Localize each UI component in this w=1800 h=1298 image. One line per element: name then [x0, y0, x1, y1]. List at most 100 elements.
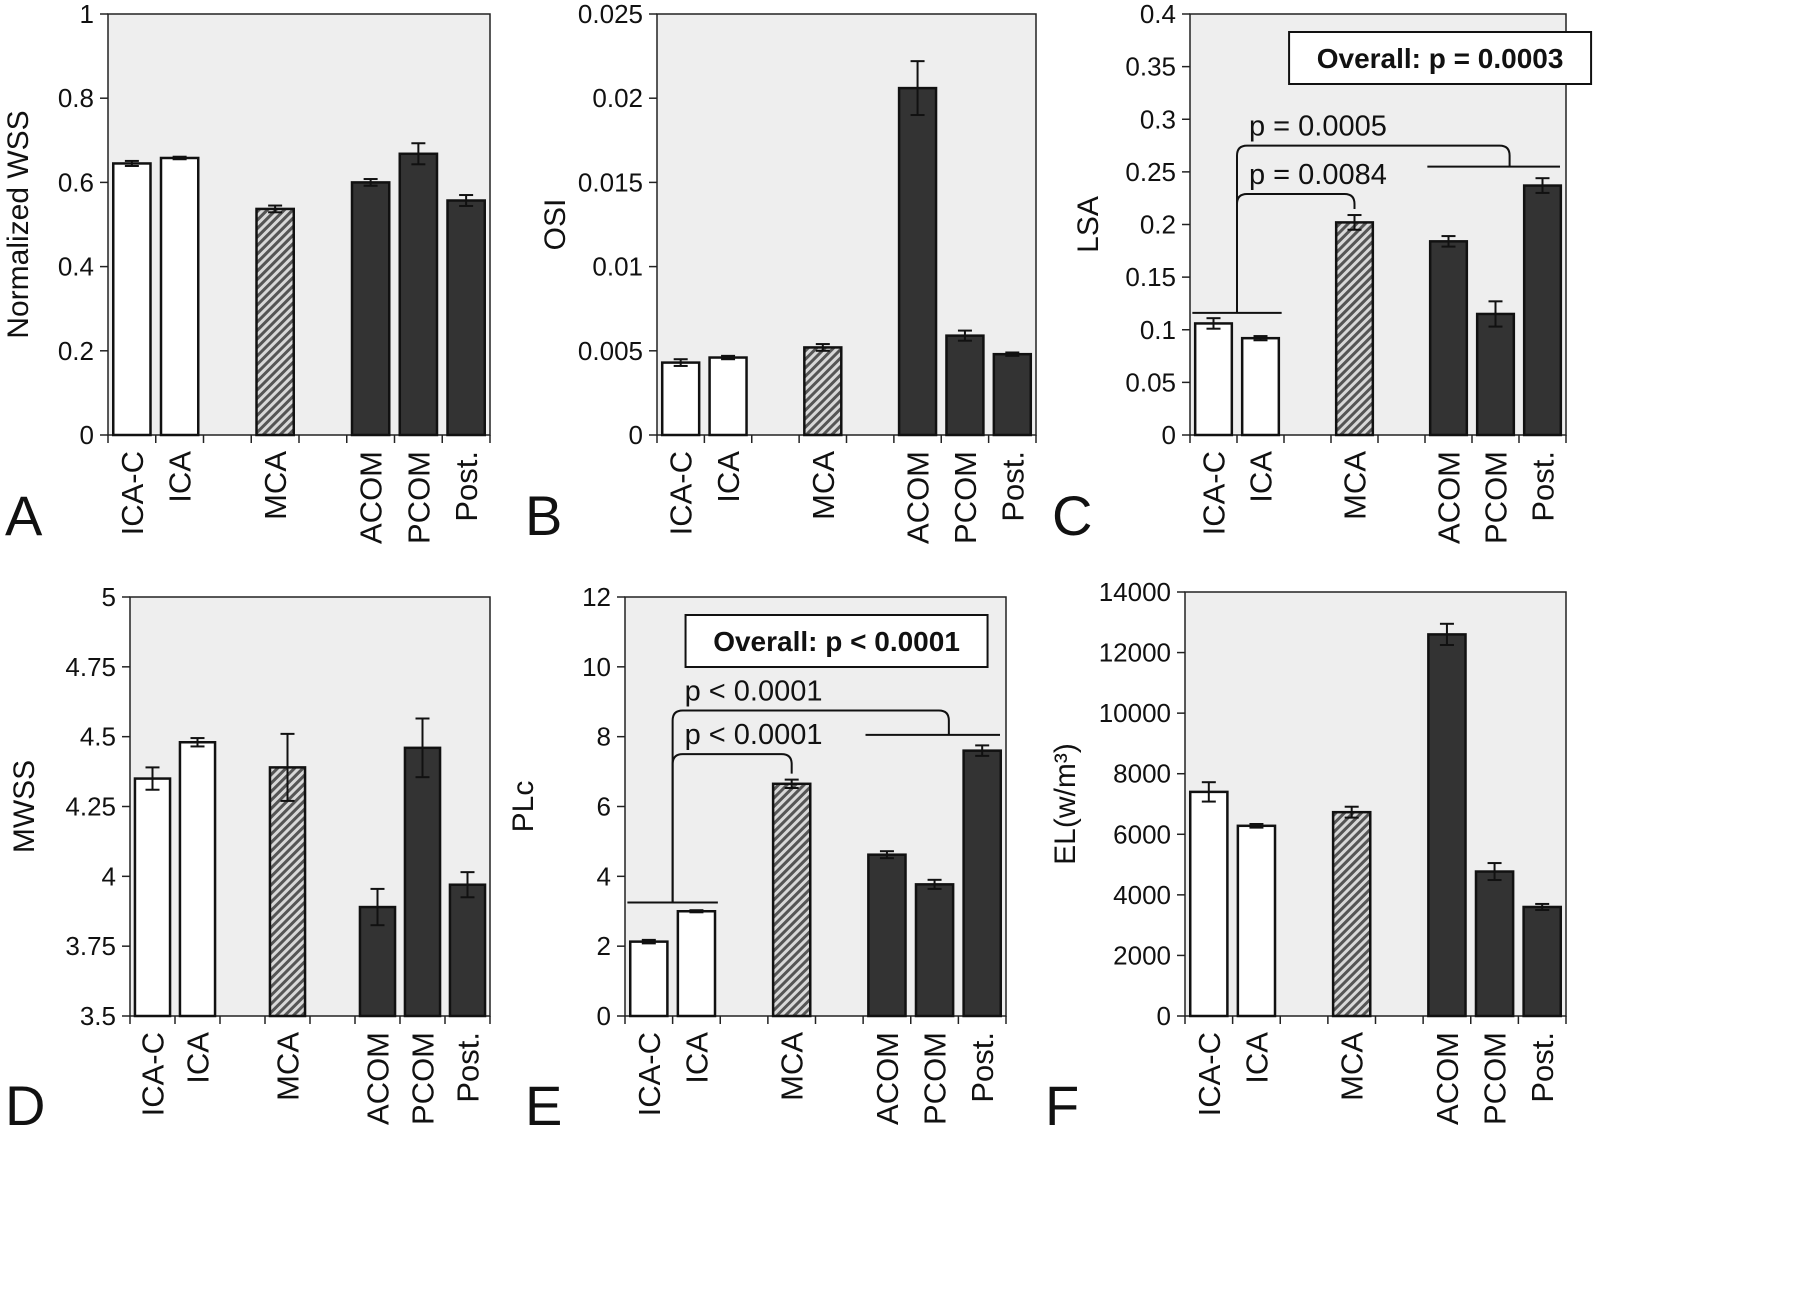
y-axis-label: OSI — [539, 199, 572, 251]
y-tick-label: 0 — [80, 420, 94, 450]
y-tick-label: 4.5 — [80, 722, 116, 752]
bar-ica[interactable] — [676, 910, 717, 1018]
y-axis-label: MWSS — [8, 760, 41, 853]
chart-panel-f: 0 2000 4000 6000 8000 10000 12000 14000 EL(w/m³)… — [1045, 577, 1567, 1137]
bar-post[interactable] — [962, 749, 1003, 1018]
bar-ica[interactable] — [1240, 336, 1281, 437]
panel-letter: E — [525, 1074, 562, 1137]
bar-ica-c[interactable] — [133, 777, 172, 1018]
bar-pcom[interactable] — [945, 334, 985, 437]
bar-ica-c[interactable] — [1188, 790, 1229, 1018]
y-tick-label: 0.6 — [58, 167, 94, 197]
y-axis-label: EL(w/m³) — [1049, 743, 1082, 865]
bar-mca[interactable] — [255, 207, 295, 437]
bar-pcom[interactable] — [403, 746, 442, 1018]
x-category-label: ACOM — [361, 1032, 396, 1125]
x-category-label: ICA — [163, 451, 198, 503]
x-category-label: ICA — [711, 451, 746, 503]
panel-letter: D — [5, 1074, 45, 1137]
x-category-label: ACOM — [901, 451, 936, 544]
overall-p-box — [684, 614, 989, 668]
x-category-label: PCOM — [406, 1032, 441, 1125]
x-category-label: ICA — [1239, 1032, 1274, 1084]
x-category-label: MCA — [775, 1032, 810, 1101]
p-value-label: p = 0.0005 — [1249, 111, 1387, 143]
panel-letter: F — [1045, 1074, 1079, 1137]
bar-pcom[interactable] — [1474, 870, 1515, 1018]
bar-pcom[interactable] — [1475, 312, 1516, 437]
y-tick-label: 10 — [582, 652, 611, 682]
x-category-label: Post. — [451, 1032, 486, 1103]
significance-bracket — [671, 709, 950, 903]
bar-mca[interactable] — [803, 346, 843, 437]
y-tick-label: 3.75 — [65, 931, 116, 961]
x-category-label: ACOM — [354, 451, 389, 544]
y-tick-label: 12 — [582, 582, 611, 612]
y-tick-label: 6 — [597, 792, 611, 822]
bar-ica[interactable] — [159, 156, 200, 437]
chart-panel-c: 0 0.05 0.1 0.15 0.2 0.25 0.3 0.35 0.4 LSA ICA-C ICA… — [1052, 0, 1593, 547]
y-tick-label: 0 — [1162, 420, 1176, 450]
bar-ica-c[interactable] — [660, 361, 701, 437]
y-tick-label: 4 — [597, 861, 611, 891]
y-tick-label: 0 — [1157, 1001, 1171, 1031]
bar-mca[interactable] — [1331, 810, 1372, 1018]
bar-post[interactable] — [1522, 184, 1563, 437]
y-tick-label: 8 — [597, 722, 611, 752]
y-tick-label: 12000 — [1099, 638, 1171, 668]
y-tick-label: 0.8 — [58, 83, 94, 113]
bar-post[interactable] — [1522, 905, 1563, 1018]
bar-mca[interactable] — [1334, 221, 1375, 437]
p-value-label: p < 0.0001 — [685, 719, 823, 751]
y-tick-label: 0.15 — [1125, 262, 1176, 292]
bar-pcom[interactable] — [398, 152, 439, 437]
bar-acom[interactable] — [897, 86, 938, 437]
x-category-label: PCOM — [1479, 451, 1514, 544]
x-category-label: ICA-C — [1192, 1032, 1227, 1116]
bar-ica[interactable] — [1236, 824, 1277, 1018]
bar-ica-c[interactable] — [628, 940, 669, 1018]
bar-mca[interactable] — [268, 766, 307, 1018]
y-tick-label: 0.02 — [592, 83, 643, 113]
significance-bracket — [1236, 144, 1511, 313]
panel-letter: C — [1052, 484, 1092, 547]
x-category-label: ICA — [181, 1032, 216, 1084]
x-category-label: ICA-C — [136, 1032, 171, 1116]
bar-ica-c[interactable] — [112, 162, 152, 437]
x-category-label: ICA-C — [1197, 451, 1232, 535]
y-tick-label: 0.4 — [58, 252, 94, 282]
bar-ica[interactable] — [178, 741, 217, 1018]
p-value-label: p < 0.0001 — [685, 675, 823, 707]
y-tick-label: 0.025 — [578, 0, 643, 29]
y-tick-label: 10000 — [1099, 698, 1171, 728]
y-tick-label: 0.005 — [578, 336, 643, 366]
y-tick-label: 0.2 — [58, 336, 94, 366]
y-tick-label: 2 — [597, 931, 611, 961]
x-category-label: Post. — [965, 1032, 1000, 1103]
y-tick-label: 0.3 — [1140, 104, 1176, 134]
bar-acom[interactable] — [1427, 633, 1467, 1018]
overall-p-label: Overall: p = 0.0003 — [1317, 43, 1564, 74]
y-tick-label: 3.5 — [80, 1001, 116, 1031]
panel-letter: B — [525, 484, 562, 547]
bar-post[interactable] — [448, 883, 487, 1018]
y-tick-label: 0.01 — [592, 252, 643, 282]
y-tick-label: 0.25 — [1125, 157, 1176, 187]
bar-ica[interactable] — [708, 356, 748, 437]
bar-pcom[interactable] — [914, 883, 955, 1018]
chart-panel-e: 0 2 4 6 8 10 12 PLc ICA-C ICA MCA ACOM PCOM Post. Ep <… — [507, 582, 1007, 1137]
y-tick-label: 0.1 — [1140, 315, 1176, 345]
y-tick-label: 4 — [102, 861, 116, 891]
bar-acom[interactable] — [350, 181, 391, 437]
x-category-label: ICA-C — [632, 1032, 667, 1116]
bar-acom[interactable] — [1428, 240, 1469, 437]
x-category-label: ICA — [1244, 451, 1279, 503]
bar-ica-c[interactable] — [1193, 322, 1234, 437]
bar-post[interactable] — [992, 352, 1033, 437]
bar-post[interactable] — [446, 199, 486, 437]
y-tick-label: 0.015 — [578, 167, 643, 197]
y-tick-label: 1 — [80, 0, 94, 29]
bar-acom[interactable] — [867, 853, 907, 1018]
bar-mca[interactable] — [771, 782, 812, 1018]
y-tick-label: 5 — [102, 582, 116, 612]
